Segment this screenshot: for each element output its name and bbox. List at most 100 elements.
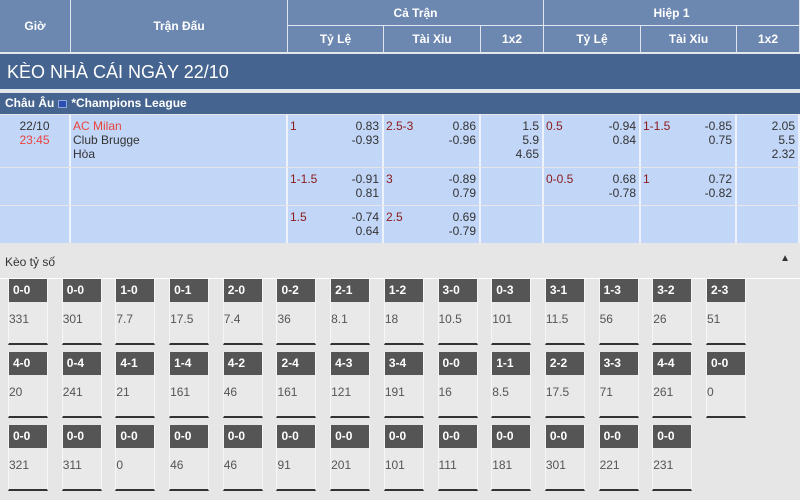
score-label: 3-1 <box>545 279 584 302</box>
score-card[interactable]: 0-3 101 <box>491 279 532 345</box>
score-card[interactable]: 0-0 221 <box>598 425 639 491</box>
score-odds: 161 <box>277 385 298 399</box>
odds-value[interactable]: -0.78 <box>608 186 636 200</box>
correct-score-grid: 0-0 331 0-0 301 1-0 7.7 0-1 17.5 2-0 7.4 0-2 36 2-1 8… <box>8 279 760 498</box>
score-card[interactable]: 2-2 17.5 <box>544 352 585 418</box>
league-bar[interactable]: Châu Âu *Champions League <box>0 93 800 114</box>
handicap-line: 2.5-3 <box>386 119 414 133</box>
odds-value[interactable]: -0.91 <box>351 172 379 186</box>
score-card[interactable]: 1-2 18 <box>383 279 424 345</box>
odds-row: 1-1.5 -0.91 0.81 3 -0.89 0.79 0-0.5 0.68 -0.78 1 0… <box>0 168 800 205</box>
score-card[interactable]: 0-4 241 <box>61 352 102 418</box>
score-card[interactable]: 4-3 121 <box>330 352 371 418</box>
score-card[interactable]: 0-1 17.5 <box>169 279 210 345</box>
score-odds: 301 <box>545 458 566 472</box>
odds-row: 22/10 23:45 AC Milan Club Brugge Hòa 1 0.83 -0.… <box>0 115 800 167</box>
odds-cell <box>71 206 288 243</box>
score-card[interactable]: 0-0 111 <box>437 425 478 491</box>
score-label: 0-3 <box>492 279 531 302</box>
score-card[interactable]: 0-0 46 <box>169 425 210 491</box>
score-card[interactable]: 1-1 8.5 <box>491 352 532 418</box>
away-team: Club Brugge <box>73 133 140 147</box>
odds-value[interactable]: 0.79 <box>452 186 476 200</box>
score-odds: 26 <box>653 312 667 326</box>
score-card[interactable]: 3-0 10.5 <box>437 279 478 345</box>
odds-value[interactable]: -0.82 <box>704 186 732 200</box>
score-label: 0-1 <box>170 279 209 302</box>
correct-score-header[interactable]: Kèo tỷ số ▲ <box>0 244 800 279</box>
score-odds: 7.7 <box>116 312 134 326</box>
odds-value[interactable]: 0.64 <box>355 224 379 238</box>
score-card[interactable]: 3-2 26 <box>652 279 693 345</box>
score-card[interactable]: 4-4 261 <box>652 352 693 418</box>
score-odds: 51 <box>706 312 721 326</box>
score-label: 0-0 <box>438 352 477 375</box>
score-odds: 36 <box>277 312 291 326</box>
odds-value[interactable]: 2.32 <box>771 147 795 161</box>
score-card[interactable]: 3-3 71 <box>598 352 639 418</box>
score-odds: 301 <box>62 312 83 326</box>
odds-value[interactable]: -0.85 <box>704 119 732 133</box>
score-card[interactable]: 0-0 181 <box>491 425 532 491</box>
score-card[interactable]: 0-0 331 <box>8 279 48 345</box>
odds-value[interactable]: 0.84 <box>612 133 636 147</box>
score-card[interactable]: 0-0 321 <box>8 425 48 491</box>
correct-score-section: Kèo tỷ số ▲ 0-0 331 0-0 301 1-0 7.7 0-1 17.5 2-0… <box>0 244 800 500</box>
score-card[interactable]: 1-3 56 <box>598 279 639 345</box>
odds-value[interactable]: -0.74 <box>351 210 379 224</box>
odds-value[interactable]: 0.83 <box>355 119 379 133</box>
score-card[interactable]: 2-4 161 <box>276 352 317 418</box>
odds-value[interactable]: 1.5 <box>522 119 539 133</box>
odds-value[interactable]: 4.65 <box>515 147 539 161</box>
header-match: Trận Đấu <box>71 0 288 53</box>
score-card[interactable]: 1-4 161 <box>169 352 210 418</box>
odds-value[interactable]: -0.94 <box>608 119 636 133</box>
score-odds: 46 <box>223 385 238 399</box>
triangle-up-icon[interactable]: ▲ <box>780 253 790 264</box>
score-odds: 10.5 <box>438 312 462 326</box>
odds-value[interactable]: -0.79 <box>448 224 476 238</box>
odds-value[interactable]: -0.89 <box>448 172 476 186</box>
odds-value[interactable]: -0.93 <box>351 133 379 147</box>
score-card[interactable]: 0-0 301 <box>544 425 585 491</box>
score-card[interactable]: 4-1 21 <box>115 352 156 418</box>
score-card[interactable]: 0-0 311 <box>61 425 102 491</box>
score-card[interactable]: 0-0 101 <box>383 425 424 491</box>
score-label: 3-4 <box>384 352 423 375</box>
odds-value[interactable]: 0.75 <box>708 133 732 147</box>
odds-value[interactable]: 2.05 <box>771 119 795 133</box>
score-card[interactable]: 0-0 91 <box>276 425 317 491</box>
score-card[interactable]: 0-0 46 <box>222 425 263 491</box>
eu-flag-icon <box>58 99 68 108</box>
odds-value[interactable]: 0.68 <box>612 172 636 186</box>
score-card[interactable]: 0-2 36 <box>276 279 317 345</box>
odds-cell <box>544 206 641 243</box>
score-card[interactable]: 0-0 16 <box>437 352 478 418</box>
score-card[interactable]: 0-0 231 <box>652 425 693 491</box>
league-region: Châu Âu <box>5 96 55 110</box>
odds-value[interactable]: -0.96 <box>448 133 476 147</box>
score-card[interactable]: 2-0 7.4 <box>222 279 263 345</box>
odds-value[interactable]: 0.81 <box>355 186 379 200</box>
score-card[interactable]: 4-2 46 <box>222 352 263 418</box>
odds-cell: 2.5 0.69 -0.79 <box>384 206 481 243</box>
odds-value[interactable]: 0.72 <box>708 172 732 186</box>
score-card[interactable]: 0-0 301 <box>61 279 102 345</box>
score-card[interactable]: 0-0 0 <box>115 425 156 491</box>
odds-row: 1.5 -0.74 0.64 2.5 0.69 -0.79 <box>0 206 800 243</box>
odds-value[interactable]: 5.5 <box>778 133 795 147</box>
score-card[interactable]: 0-0 0 <box>705 352 746 418</box>
odds-cell: 2.5-3 0.86 -0.96 <box>384 115 481 167</box>
odds-value[interactable]: 0.86 <box>452 119 476 133</box>
score-card[interactable]: 3-1 11.5 <box>544 279 585 345</box>
odds-value[interactable]: 0.69 <box>452 210 476 224</box>
score-card[interactable]: 2-3 51 <box>705 279 746 345</box>
score-card[interactable]: 3-4 191 <box>383 352 424 418</box>
odds-value[interactable]: 5.9 <box>522 133 539 147</box>
score-card[interactable]: 0-0 201 <box>330 425 371 491</box>
handicap-line: 1-1.5 <box>643 119 671 133</box>
score-card[interactable]: 4-0 20 <box>8 352 48 418</box>
score-card[interactable]: 1-0 7.7 <box>115 279 156 345</box>
score-card[interactable]: 2-1 8.1 <box>330 279 371 345</box>
score-odds: 0 <box>116 458 124 472</box>
